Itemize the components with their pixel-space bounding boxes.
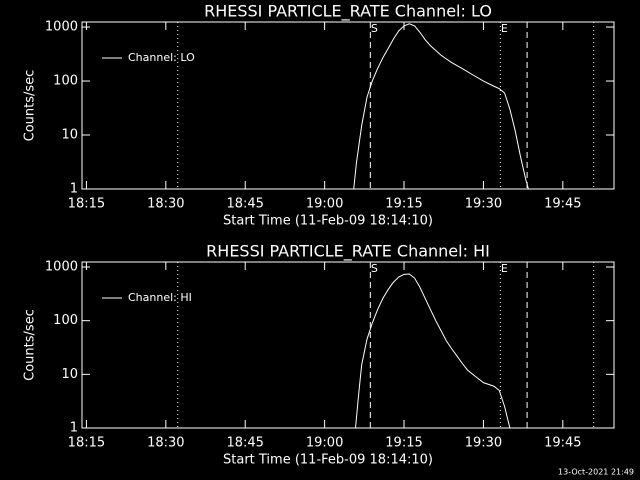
x-tick-label: 18:30 xyxy=(147,436,184,451)
x-tick-label: 18:30 xyxy=(147,197,184,212)
y-tick-label: 100 xyxy=(53,74,78,89)
x-tick-label: 19:30 xyxy=(465,197,502,212)
annotation: S xyxy=(371,262,378,275)
annotation: E xyxy=(501,262,508,275)
x-tick-label: 19:15 xyxy=(385,436,422,451)
y-tick-label: 1 xyxy=(70,182,78,197)
timestamp: 13-Oct-2021 21:49 xyxy=(558,468,634,477)
chart-title: RHESSI PARTICLE_RATE Channel: LO xyxy=(204,2,492,22)
y-axis-label: Counts/sec xyxy=(23,309,38,381)
annotation: S xyxy=(371,22,378,35)
y-tick-label: 10 xyxy=(61,367,78,382)
x-tick-label: 19:15 xyxy=(385,197,422,212)
chart-title: RHESSI PARTICLE_RATE Channel: HI xyxy=(206,242,490,262)
x-tick-label: 19:45 xyxy=(544,197,581,212)
x-axis-label: Start Time (11-Feb-09 18:14:10) xyxy=(223,214,433,229)
y-tick-label: 1000 xyxy=(45,260,78,275)
y-tick-label: 10 xyxy=(61,128,78,143)
legend-label: Channel: LO xyxy=(128,51,195,64)
annotation: E xyxy=(501,22,508,35)
plot-frame xyxy=(81,21,615,190)
data-line xyxy=(353,23,529,190)
y-axis-label: Counts/sec xyxy=(23,70,38,142)
x-tick-label: 18:15 xyxy=(68,436,105,451)
data-line xyxy=(355,273,511,429)
y-tick-label: 100 xyxy=(53,313,78,328)
x-tick-label: 19:45 xyxy=(544,436,581,451)
x-tick-label: 18:15 xyxy=(68,197,105,212)
x-tick-label: 19:00 xyxy=(306,436,343,451)
x-tick-label: 18:45 xyxy=(226,436,263,451)
legend-label: Channel: HI xyxy=(128,291,192,304)
x-tick-label: 19:30 xyxy=(465,436,502,451)
y-tick-label: 1 xyxy=(70,421,78,436)
plot-frame xyxy=(81,261,615,429)
y-tick-label: 1000 xyxy=(45,20,78,35)
x-tick-label: 19:00 xyxy=(306,197,343,212)
x-tick-label: 18:45 xyxy=(226,197,263,212)
x-axis-label: Start Time (11-Feb-09 18:14:10) xyxy=(223,453,433,468)
